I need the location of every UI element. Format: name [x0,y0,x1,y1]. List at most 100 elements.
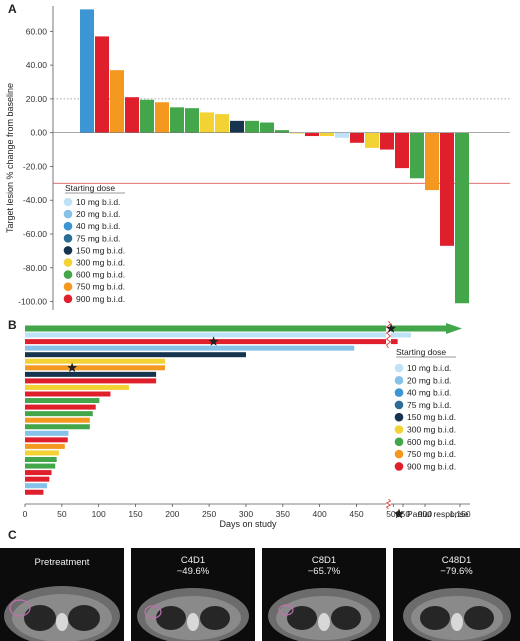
swimmer-bar [25,443,65,449]
swimmer-bar [25,358,165,364]
legend-dot [394,412,404,422]
y-tick-label: -60.00 [23,229,47,239]
y-tick-label: 20.00 [26,94,48,104]
legend-entry: 40 mg b.i.d. [407,388,451,398]
swimmer-bar [25,470,52,476]
panel-b-letter: B [8,318,17,332]
partial-response-star [208,336,219,346]
legend-entry: 10 mg b.i.d. [76,197,120,207]
x-tick-label: 350 [276,509,290,519]
legend-dot [63,221,73,231]
waterfall-chart: 60.00 40.00 20.00 0.00 -20.00 -40.00 -60.00 -80… [5,6,510,310]
waterfall-bar [320,132,334,137]
legend-dot [394,376,404,385]
axis-break-mark [385,320,392,349]
legend-dot [394,425,404,434]
legend-dot [394,388,404,397]
legend-entry: 20 mg b.i.d. [407,375,451,385]
scan-percent-change: −79.6% [440,566,473,577]
swimmer-bar [25,430,69,436]
waterfall-bar [395,132,409,169]
waterfall-bar [290,132,304,134]
swimmer-bar [25,450,59,456]
x-tick-label: 450 [349,509,363,519]
legend-dot [394,400,404,410]
waterfall-bar [215,114,229,133]
scan-percent-change: −49.6% [176,566,210,577]
y-tick-label: -100.00 [18,297,47,307]
panel-a-letter: A [8,2,17,16]
y-tick-label: 60.00 [26,26,48,36]
waterfall-bar [260,122,274,133]
ct-scan-c4d1: C4D1 −49.6% [131,548,255,641]
legend-entry: 150 mg b.i.d. [407,412,456,422]
ct-scan-c8d1: C8D1 −65.7% [262,548,386,641]
x-tick-label: 250 [202,509,216,519]
legend-entry: 40 mg b.i.d. [76,221,120,231]
legend-entry: 75 mg b.i.d. [76,233,120,243]
waterfall-bar [350,132,364,143]
legend-dot [394,437,404,447]
x-tick-label: 200 [165,509,179,519]
legend-entry: 20 mg b.i.d. [76,209,120,219]
legend-dot [63,234,73,243]
legend-dot [63,246,73,255]
legend-dot [63,294,73,304]
legend-dot [63,197,73,207]
waterfall-bar [200,112,214,133]
x-tick-label: 150 [128,509,142,519]
waterfall-bar [245,120,259,133]
y-tick-label: -80.00 [23,263,47,273]
legend-entry: 900 mg b.i.d. [76,294,125,304]
legend-entry: 150 mg b.i.d. [76,245,125,255]
x-tick-label: 650 [396,509,410,519]
legend-entry: 750 mg b.i.d. [407,449,456,459]
swimmer-bar [25,325,446,332]
swimmer-bar [25,371,157,377]
waterfall-bar [425,132,439,191]
swimmer-bar [25,457,57,462]
x-tick-label: 900 [418,509,432,519]
legend-dot [394,462,404,471]
waterfall-bar [335,132,349,138]
swimmer-bar [25,332,411,338]
legend-star [393,508,405,519]
waterfall-bar [455,132,469,304]
legend-dot [63,209,73,219]
x-tick-label: 100 [92,509,106,519]
waterfall-bar [410,132,424,179]
legend-dot [63,270,73,279]
swimmer-bar [25,378,157,384]
x-tick-label: 400 [313,509,327,519]
swimmer-bar [25,404,96,410]
x-tick-label: 0 [23,509,28,519]
waterfall-bar [380,132,394,150]
panel-c-letter: C [8,528,17,542]
waterfall-bar [365,132,379,148]
axis-break-gap [386,320,391,350]
swimmer-bar [25,352,246,358]
legend-entry: 750 mg b.i.d. [76,282,125,292]
scan-timepoint-label: C48D1 [441,555,472,566]
legend-entry: 10 mg b.i.d. [407,363,451,373]
swimmer-bar [25,476,50,482]
waterfall-bar [95,36,109,133]
swimmer-bar [25,417,90,423]
ct-image [137,588,249,641]
axis-break-mark [385,498,392,510]
scan-timepoint-label: Pretreatment [34,557,90,568]
ct-image [268,588,380,641]
swimmer-bar [25,345,355,351]
ct-image [403,588,511,641]
swimmer-bar [25,437,68,443]
swimmer-bar [25,483,48,489]
legend-dot [394,363,404,373]
swimmer-bar [25,411,93,417]
swimmer-bar [25,384,129,390]
y-tick-label: 0.00 [30,128,47,138]
y-tick-label: -40.00 [23,195,47,205]
swimmer-bar [25,489,44,495]
partial-response-star [67,362,78,372]
legend-entry: 75 mg b.i.d. [407,400,451,410]
ongoing-arrow [446,323,462,334]
